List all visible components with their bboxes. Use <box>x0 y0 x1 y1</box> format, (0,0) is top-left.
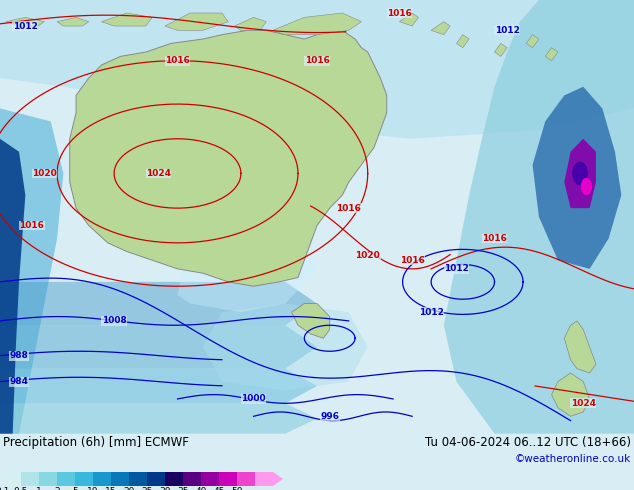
Bar <box>57 472 75 486</box>
Polygon shape <box>6 17 44 26</box>
Text: 1000: 1000 <box>242 394 266 403</box>
Text: 988: 988 <box>10 351 29 360</box>
Text: Tu 04-06-2024 06..12 UTC (18+66): Tu 04-06-2024 06..12 UTC (18+66) <box>425 436 631 449</box>
Ellipse shape <box>581 178 592 195</box>
Polygon shape <box>0 368 317 403</box>
Polygon shape <box>399 13 418 26</box>
Text: 25: 25 <box>141 487 153 490</box>
Polygon shape <box>273 13 361 35</box>
Polygon shape <box>292 304 330 338</box>
Text: 996: 996 <box>320 412 339 421</box>
Bar <box>3 472 21 486</box>
Bar <box>201 472 219 486</box>
Bar <box>147 472 165 486</box>
Text: 1012: 1012 <box>13 22 38 30</box>
Text: 1016: 1016 <box>19 221 44 230</box>
Polygon shape <box>456 35 469 48</box>
Polygon shape <box>495 44 507 56</box>
Polygon shape <box>564 139 596 208</box>
Bar <box>39 472 57 486</box>
Bar <box>237 472 255 486</box>
Polygon shape <box>70 30 387 286</box>
Polygon shape <box>0 0 634 139</box>
Text: 1008: 1008 <box>101 317 127 325</box>
Text: 984: 984 <box>10 377 29 386</box>
Text: 45: 45 <box>213 487 224 490</box>
Text: 50: 50 <box>231 487 243 490</box>
Polygon shape <box>0 108 63 434</box>
Text: 0.5: 0.5 <box>14 487 28 490</box>
Polygon shape <box>526 35 539 48</box>
Polygon shape <box>545 48 558 61</box>
Polygon shape <box>431 22 450 35</box>
Polygon shape <box>0 139 25 434</box>
Text: 1016: 1016 <box>336 204 361 213</box>
Text: 0.1: 0.1 <box>0 487 10 490</box>
Bar <box>255 472 273 486</box>
Polygon shape <box>0 282 317 325</box>
Bar <box>165 472 183 486</box>
Text: 2: 2 <box>54 487 60 490</box>
Bar <box>129 472 147 486</box>
Text: 1012: 1012 <box>418 308 444 317</box>
Text: 1016: 1016 <box>482 234 507 243</box>
Ellipse shape <box>573 162 588 185</box>
Bar <box>111 472 129 486</box>
Text: 35: 35 <box>178 487 189 490</box>
Polygon shape <box>0 325 317 368</box>
Text: 10: 10 <box>87 487 99 490</box>
Text: 30: 30 <box>159 487 171 490</box>
Bar <box>183 472 201 486</box>
Text: 1: 1 <box>36 487 42 490</box>
Polygon shape <box>273 472 283 486</box>
Text: Precipitation (6h) [mm] ECMWF: Precipitation (6h) [mm] ECMWF <box>3 436 189 449</box>
Text: 1012: 1012 <box>444 265 469 273</box>
Polygon shape <box>203 304 368 390</box>
Text: 1020: 1020 <box>32 169 57 178</box>
Polygon shape <box>101 13 152 26</box>
Text: 15: 15 <box>105 487 117 490</box>
Polygon shape <box>57 17 89 26</box>
Text: 1016: 1016 <box>399 256 425 265</box>
Polygon shape <box>552 373 590 416</box>
Text: 1020: 1020 <box>355 251 380 260</box>
Text: 1012: 1012 <box>495 26 520 35</box>
Text: 1016: 1016 <box>387 8 412 18</box>
Bar <box>93 472 111 486</box>
Text: 1024: 1024 <box>146 169 171 178</box>
Text: ©weatheronline.co.uk: ©weatheronline.co.uk <box>515 454 631 464</box>
Polygon shape <box>235 17 266 30</box>
Bar <box>21 472 39 486</box>
Polygon shape <box>165 13 228 30</box>
Polygon shape <box>533 87 621 269</box>
Polygon shape <box>0 403 317 434</box>
Bar <box>75 472 93 486</box>
Bar <box>219 472 237 486</box>
Text: 1016: 1016 <box>165 56 190 65</box>
Polygon shape <box>178 208 317 312</box>
Text: 5: 5 <box>72 487 78 490</box>
Polygon shape <box>564 321 596 373</box>
Text: 1024: 1024 <box>571 399 596 408</box>
Text: 20: 20 <box>123 487 134 490</box>
Text: 40: 40 <box>195 487 207 490</box>
Text: 1016: 1016 <box>304 56 330 65</box>
Polygon shape <box>444 0 634 434</box>
